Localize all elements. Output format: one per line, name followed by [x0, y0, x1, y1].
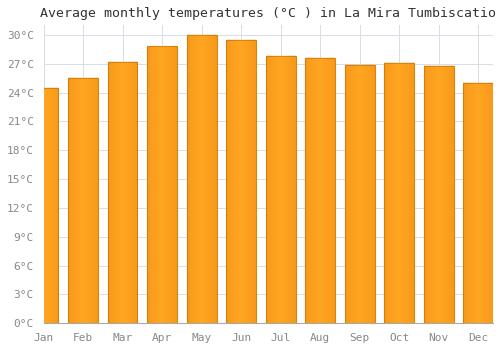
Bar	[424, 66, 454, 323]
Bar	[187, 35, 216, 323]
Bar	[108, 62, 138, 323]
Bar	[345, 65, 374, 323]
Bar	[148, 47, 177, 323]
Bar	[29, 88, 58, 323]
Bar	[464, 83, 493, 323]
Bar	[226, 40, 256, 323]
Bar	[384, 63, 414, 323]
Title: Average monthly temperatures (°C ) in La Mira Tumbiscatio: Average monthly temperatures (°C ) in La…	[40, 7, 496, 20]
Bar	[266, 56, 296, 323]
Bar	[68, 78, 98, 323]
Bar	[306, 58, 335, 323]
